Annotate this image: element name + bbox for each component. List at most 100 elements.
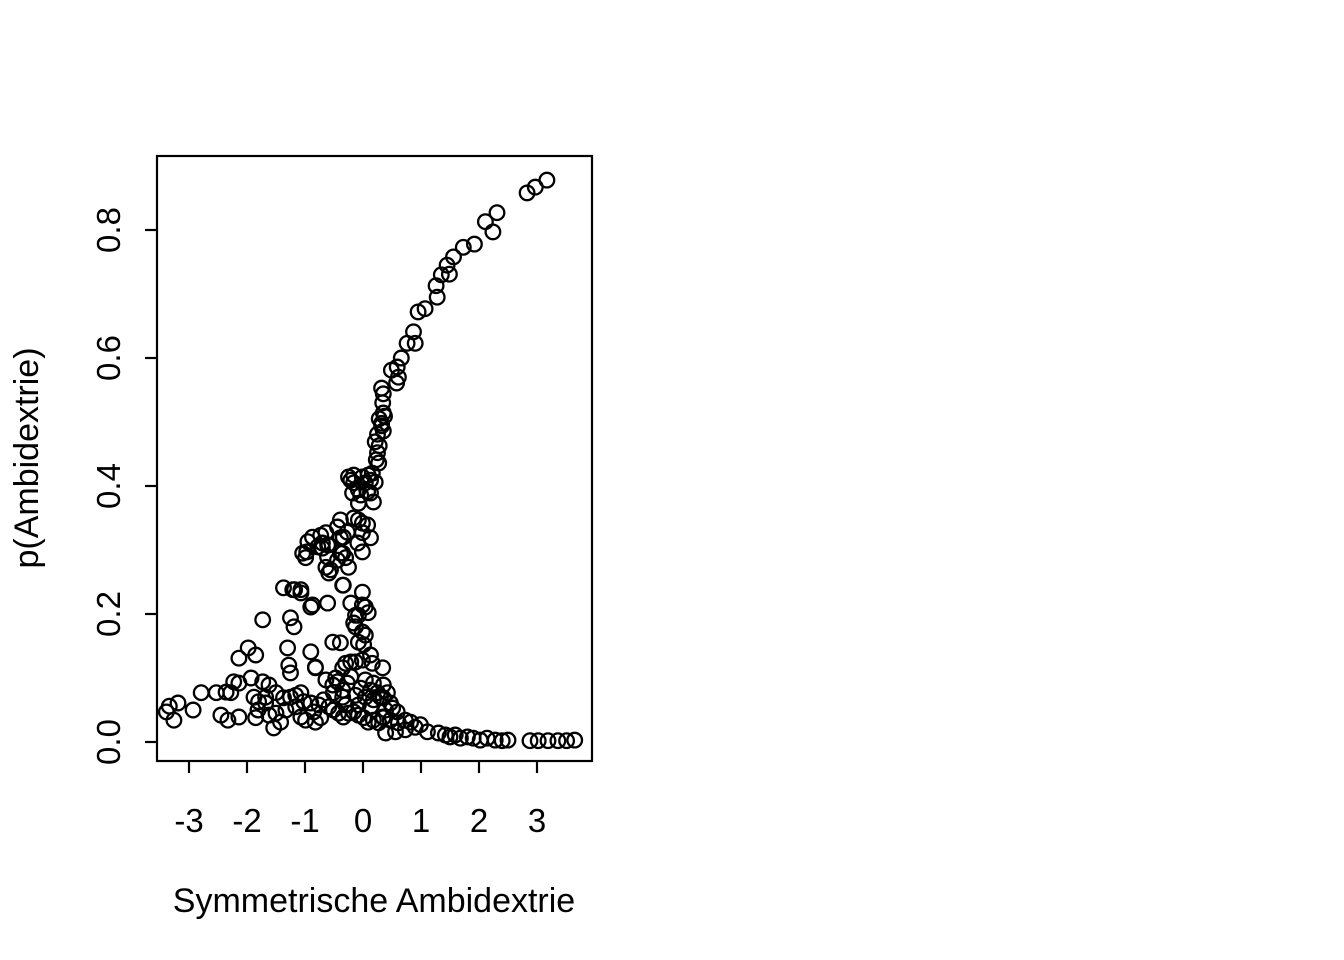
x-tick-label: 2 [470, 802, 488, 839]
data-point [392, 349, 410, 367]
y-axis: 0.0 0.2 0.4 0.6 0.8 [90, 207, 157, 765]
data-point [222, 684, 240, 702]
data-point [334, 576, 352, 594]
data-point [363, 654, 381, 672]
data-point [184, 701, 202, 719]
data-point [306, 659, 324, 677]
data-point [451, 729, 469, 747]
data-point [292, 684, 310, 702]
data-point [342, 471, 360, 489]
y-tick-label: 0.2 [90, 591, 127, 637]
data-point [374, 659, 392, 677]
data-point [230, 649, 248, 667]
data-point [428, 288, 446, 306]
data-point [230, 708, 248, 726]
data-point [302, 643, 320, 661]
data-point [558, 732, 576, 750]
data-point [418, 723, 436, 741]
data-point [345, 474, 363, 492]
data-point [499, 731, 517, 749]
data-point [356, 671, 374, 689]
data-point [257, 694, 275, 712]
data-point [279, 639, 297, 657]
data-point [488, 204, 506, 222]
data-point [369, 425, 386, 443]
y-tick-label: 0.6 [90, 335, 127, 381]
data-point [324, 633, 342, 651]
data-point [345, 614, 363, 632]
y-tick-label: 0.0 [90, 719, 127, 765]
data-point [374, 385, 392, 403]
data-point [521, 732, 539, 750]
data-point [219, 711, 237, 729]
data-point [349, 534, 367, 552]
data-point [340, 468, 357, 486]
data-point [287, 698, 305, 716]
data-point [306, 713, 324, 731]
data-point [334, 528, 352, 546]
data-point [486, 731, 504, 749]
data-point [310, 696, 328, 714]
data-point [406, 334, 424, 352]
y-tick-label: 0.4 [90, 463, 127, 509]
data-point [337, 549, 355, 567]
data-point [320, 536, 338, 554]
data-point [364, 493, 382, 511]
data-point [549, 732, 567, 750]
data-point [292, 581, 310, 599]
x-tick-label: -2 [232, 802, 261, 839]
data-point [334, 688, 352, 706]
data-point [275, 579, 292, 597]
data-point [366, 433, 384, 451]
data-point [329, 673, 346, 691]
data-point [342, 653, 360, 671]
data-point [284, 581, 302, 599]
data-point [297, 549, 315, 567]
data-point [329, 551, 346, 569]
data-point [440, 265, 458, 283]
data-point [169, 694, 187, 712]
data-point [331, 634, 349, 652]
x-tick-label: 1 [412, 802, 430, 839]
data-point [454, 238, 472, 256]
x-tick-label: -3 [174, 802, 203, 839]
data-point [396, 721, 414, 739]
data-point [254, 611, 272, 629]
data-point [257, 688, 275, 706]
data-point [465, 235, 483, 253]
data-point [369, 444, 386, 462]
data-point [377, 724, 395, 742]
data-point [374, 394, 392, 412]
data-point [319, 548, 337, 566]
x-tick-label: 0 [354, 802, 372, 839]
data-point [282, 664, 299, 682]
data-point [247, 646, 265, 664]
data-point [267, 704, 285, 722]
data-point [566, 731, 584, 749]
data-point [484, 223, 502, 241]
data-point [409, 303, 427, 321]
data-point [347, 606, 364, 624]
x-axis: -3 -2 -1 0 1 2 3 [174, 761, 546, 839]
data-point [353, 623, 371, 641]
data-point [353, 543, 371, 561]
data-point [302, 598, 320, 616]
y-tick-label: 0.8 [90, 207, 127, 253]
data-point [285, 618, 303, 636]
data-points-layer [157, 171, 584, 750]
data-point [160, 697, 178, 715]
data-point [272, 713, 290, 731]
data-point [280, 656, 298, 674]
data-point [353, 651, 371, 669]
y-axis-title: p(Ambidextrie) [8, 347, 46, 568]
data-point [355, 709, 373, 727]
data-point [319, 594, 337, 612]
data-point [338, 523, 356, 541]
data-point [539, 732, 557, 750]
data-point [538, 171, 556, 189]
x-tick-label: 3 [528, 802, 546, 839]
data-point [427, 277, 445, 295]
x-tick-label: -1 [290, 802, 319, 839]
data-point [384, 699, 402, 717]
